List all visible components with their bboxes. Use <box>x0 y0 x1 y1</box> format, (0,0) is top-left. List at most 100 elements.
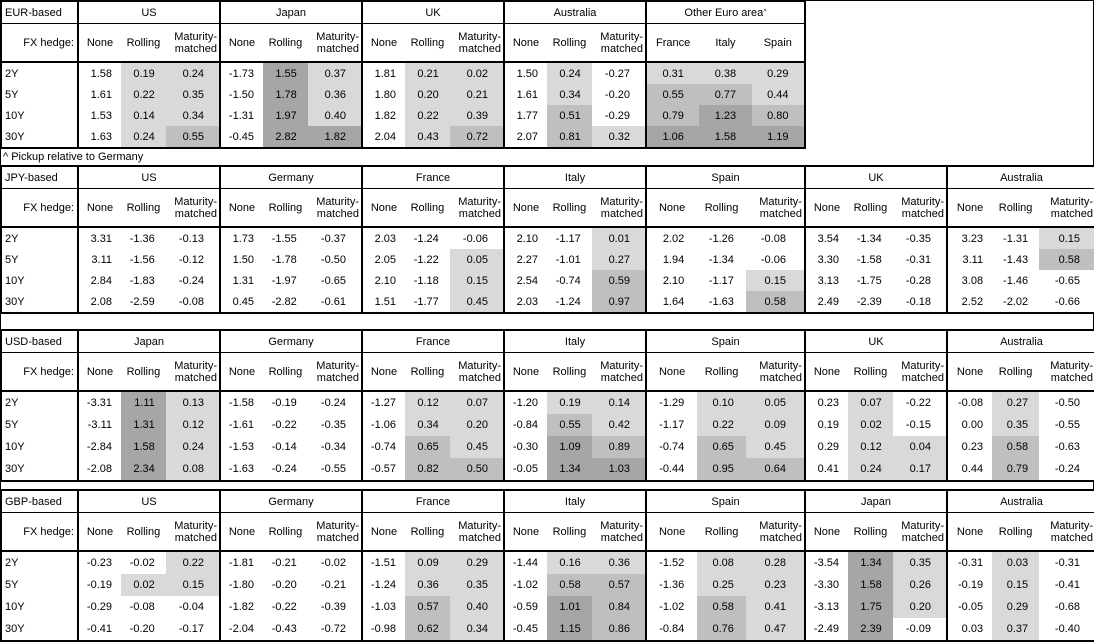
value-cell: -0.22 <box>271 419 297 431</box>
value-cell: 0.34 <box>547 84 592 105</box>
value-cell: -0.74 <box>659 441 685 453</box>
row-label: 2Y <box>5 397 19 409</box>
table-row: 5Y 1.61 0.22 0.35 -1.50 1.78 0.36 1.80 0.20 0.21 1… <box>2 84 804 105</box>
value-cell: 2.27 <box>516 253 538 266</box>
value-group: -1.63 -0.24 -0.55 <box>219 458 361 480</box>
value-group: -0.31 0.03 -0.31 <box>946 552 1094 574</box>
country-header: Australia <box>948 491 1094 512</box>
value-group: 0.31 0.38 0.29 <box>645 63 804 84</box>
col-header: Rolling <box>410 525 445 538</box>
col-header: None <box>370 36 398 49</box>
col-header: Rolling <box>410 365 445 378</box>
value-cell: -0.20 <box>129 623 155 635</box>
value-cell: 0.20 <box>449 414 503 436</box>
value-cell: 0.09 <box>745 414 804 436</box>
value-cell: 1.03 <box>591 458 645 480</box>
col-header: None <box>228 201 256 214</box>
value-cell: 0.24 <box>547 63 592 84</box>
value-group: -0.30 1.09 0.89 <box>503 436 645 458</box>
table-label: USD-based <box>5 335 62 348</box>
country-group-header: Spain <box>645 167 804 188</box>
row-label: 5Y <box>5 579 19 591</box>
column-header-group: None Rolling Maturity- matched <box>645 353 804 390</box>
value-cell: 0.28 <box>745 552 804 574</box>
value-cell: -2.49 <box>813 623 839 635</box>
table-row: 2Y 1.58 0.19 0.24 -1.73 1.55 0.37 1.81 0.21 0.02 1… <box>2 63 804 84</box>
value-cell: 0.09 <box>405 552 450 574</box>
country-name: Spain <box>711 335 740 348</box>
value-group: -0.08 0.27 -0.50 <box>946 392 1094 414</box>
value-cell: 1.64 <box>662 295 685 308</box>
value-group: -1.24 0.36 0.35 <box>361 574 503 596</box>
col-header: Maturity- matched <box>1050 195 1093 220</box>
col-header: Rolling <box>998 365 1033 378</box>
value-group: 1.82 0.22 0.39 <box>361 105 503 126</box>
value-cell: 0.37 <box>307 63 361 84</box>
country-name: UK <box>425 6 441 19</box>
value-group: 1.50 -1.78 -0.50 <box>219 249 361 270</box>
value-group: 2.10 -1.17 0.15 <box>645 270 804 291</box>
value-cell: 0.03 <box>961 623 984 635</box>
value-group: -1.29 0.10 0.05 <box>645 392 804 414</box>
column-header-group: None Rolling Maturity- matched <box>503 513 645 550</box>
value-cell: 0.05 <box>449 249 503 270</box>
country-header: US <box>79 167 219 188</box>
value-cell: 0.58 <box>697 596 746 618</box>
country-name: Australia <box>1000 171 1043 184</box>
value-group: -1.36 0.25 0.23 <box>645 574 804 596</box>
fx-hedge-label: FX hedge: <box>23 36 74 49</box>
value-group: -1.20 0.19 0.14 <box>503 392 645 414</box>
table-row: 30Y 1.63 0.24 0.55 -0.45 2.82 1.82 2.04 0.43 0.72… <box>2 126 804 147</box>
value-group: 3.11 -1.56 -0.12 <box>77 249 219 270</box>
col-header: Rolling <box>704 365 739 378</box>
value-cell: -1.31 <box>228 109 254 122</box>
value-cell: 0.25 <box>697 574 746 596</box>
value-group: 3.23 -1.31 0.15 <box>946 228 1094 249</box>
value-cell: 0.29 <box>817 441 839 453</box>
col-header: None <box>813 525 841 538</box>
value-group: 2.49 -2.39 -0.18 <box>804 291 946 312</box>
value-cell: 1.75 <box>848 596 893 618</box>
col-header: Rolling <box>552 365 587 378</box>
value-group: -2.49 2.39 -0.09 <box>804 618 946 640</box>
value-cell: -3.11 <box>87 419 112 431</box>
value-group: -2.08 2.34 0.08 <box>77 458 219 480</box>
value-group: 0.29 0.12 0.04 <box>804 436 946 458</box>
value-cell: 0.58 <box>1039 249 1094 270</box>
value-group: 0.23 0.07 -0.22 <box>804 392 946 414</box>
col-header: None <box>228 36 256 49</box>
row-label: 5Y <box>5 253 19 266</box>
country-name: Australia <box>1000 335 1043 348</box>
fx-hedge-label: FX hedge: <box>23 365 74 378</box>
country-name: Germany <box>268 495 314 508</box>
col-header: Maturity- matched <box>759 195 802 220</box>
row-label: 10Y <box>5 601 25 613</box>
col-header: Maturity- matched <box>174 359 217 384</box>
value-group: 1.94 -1.34 -0.06 <box>645 249 804 270</box>
col-header: Rolling <box>552 525 587 538</box>
country-header: US <box>79 491 219 512</box>
value-cell: 0.62 <box>405 618 450 640</box>
country-name: US <box>141 6 157 19</box>
value-cell: 0.02 <box>449 63 503 84</box>
col-header: Rolling <box>268 365 303 378</box>
value-cell: 3.13 <box>817 274 839 287</box>
value-cell: -1.24 <box>413 232 439 245</box>
country-group-header: UK <box>361 2 503 23</box>
value-cell: -0.19 <box>271 397 297 409</box>
country-name: Italy <box>564 335 586 348</box>
value-cell: 0.14 <box>591 392 645 414</box>
value-group: 2.52 -2.02 -0.66 <box>946 291 1094 312</box>
col-header: Maturity- matched <box>759 359 802 384</box>
col-header: Rolling <box>552 201 587 214</box>
value-cell: 1.06 <box>647 126 700 147</box>
fx-hedge-label: FX hedge: <box>23 525 74 538</box>
value-cell: -0.24 <box>178 274 204 287</box>
fx-hedge-row: FX hedge: None Rolling Maturity- matched Non… <box>2 353 1094 392</box>
value-cell: -1.58 <box>856 253 882 266</box>
value-cell: 1.77 <box>516 109 538 122</box>
value-cell: -0.09 <box>905 623 931 635</box>
value-group: -0.19 0.15 -0.41 <box>946 574 1094 596</box>
value-group: -1.50 1.78 0.36 <box>219 84 361 105</box>
value-group: -0.84 0.55 0.42 <box>503 414 645 436</box>
